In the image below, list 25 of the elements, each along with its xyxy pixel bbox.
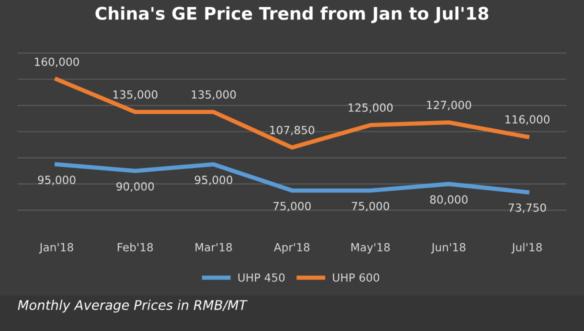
chart-title: China's GE Price Trend from Jan to Jul'18: [96, 6, 488, 24]
data-label: 135,000: [192, 90, 236, 100]
text: Monthly Average Prices in RMB/MT: [18, 300, 248, 313]
data-label: 160,000: [34, 58, 79, 68]
x-tick-label: Jun'18: [430, 243, 466, 254]
data-label: 107,850: [270, 126, 314, 136]
x-tick-label: Apr'18: [274, 243, 310, 254]
data-label: 125,000: [348, 103, 393, 113]
legend-label: UHP 450: [238, 273, 285, 282]
data-label: 73,750: [508, 203, 546, 214]
data-label: 75,000: [352, 202, 390, 212]
x-tick-label: Jan'18: [38, 243, 74, 254]
data-label: 90,000: [116, 182, 154, 192]
x-tick-label: Mar'18: [196, 243, 232, 252]
data-label: 95,000: [38, 176, 76, 186]
legend-label: UHP 600: [332, 273, 380, 282]
x-tick-label: May'18: [351, 243, 390, 254]
x-tick-label: Feb'18: [118, 242, 153, 252]
data-label: 75,000: [273, 202, 311, 212]
data-label: 116,000: [506, 115, 550, 125]
data-label: 127,000: [427, 100, 472, 110]
data-label: 95,000: [194, 176, 232, 186]
data-label: 135,000: [113, 90, 158, 100]
data-label: 80,000: [430, 195, 468, 205]
x-tick-label: Jul'18: [511, 242, 542, 254]
